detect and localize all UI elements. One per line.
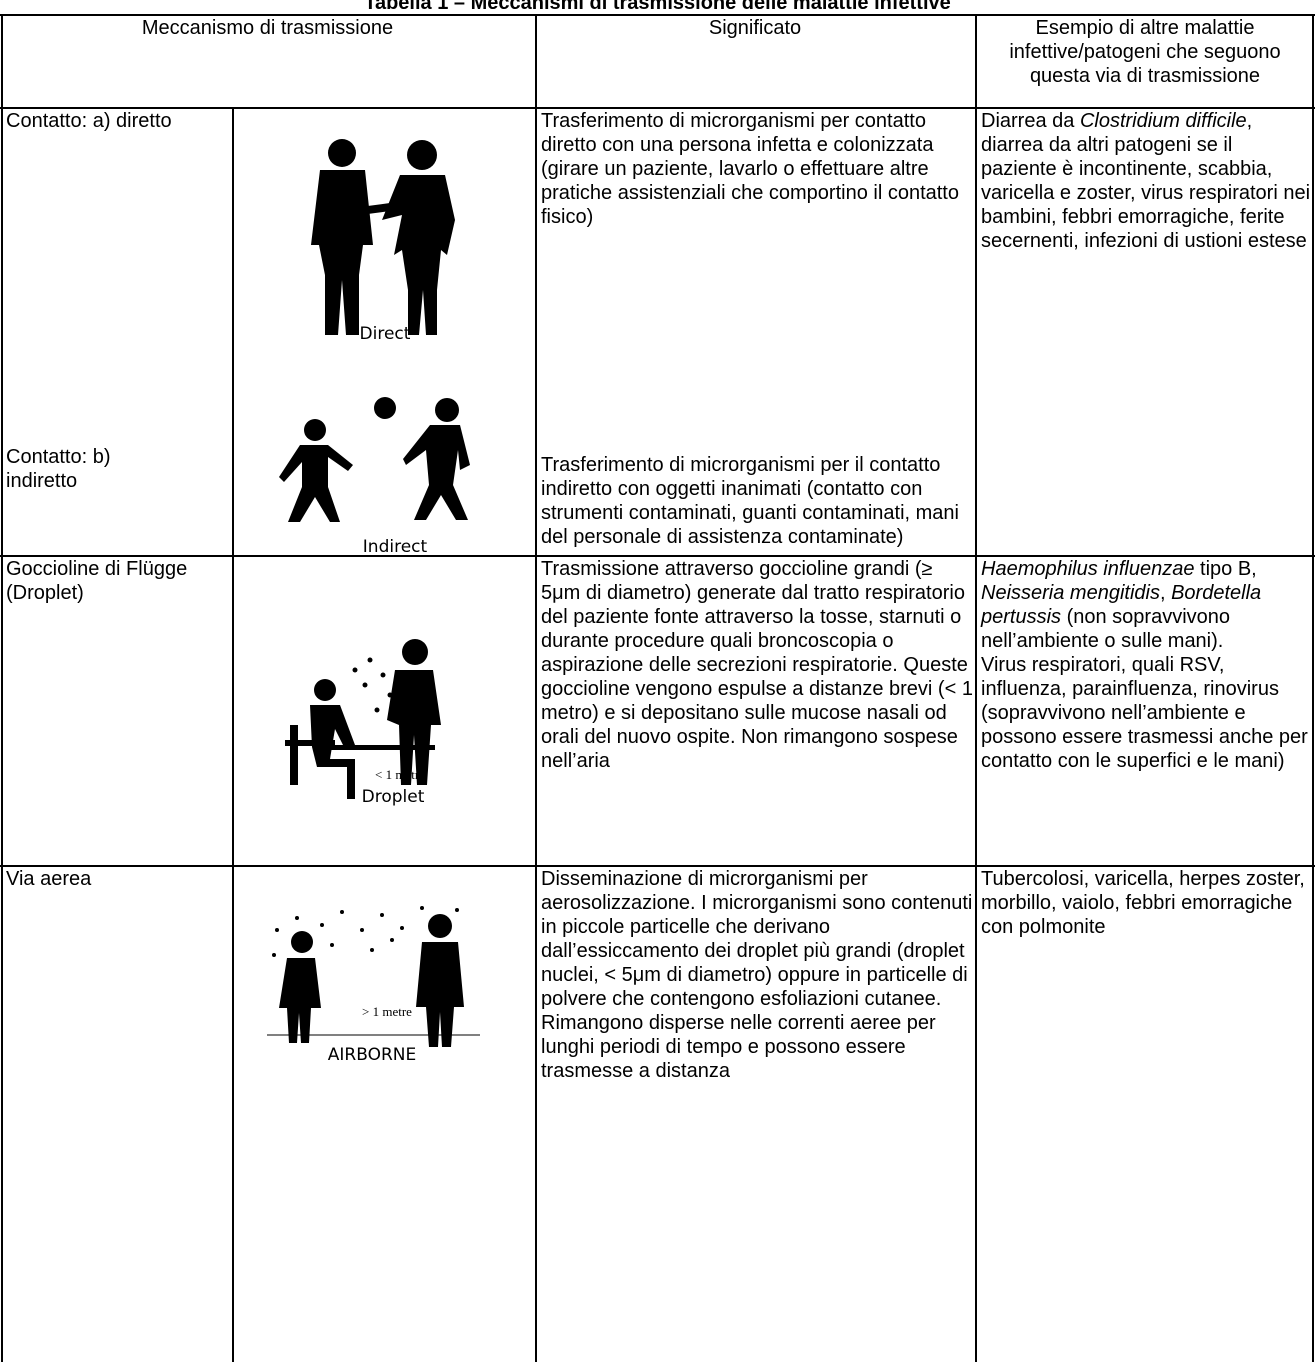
text-run: (non sopravvivono nell’ambiente o sulle … [981,606,1231,652]
rule [0,107,1315,109]
rule [1,14,3,1362]
rule [0,14,1315,16]
figure-airborne: > 1 metre AIRBORNE [267,906,480,1065]
meaning: Trasferimento di microrganismi per conta… [541,110,959,228]
figure-caption: AIRBORNE [328,1045,416,1065]
figure-caption: Direct [360,324,411,344]
text-run: tipo B, [1194,558,1257,580]
header-cell: Meccanismo di trasmissione [141,17,394,39]
text-run: Bordetella pertussis [981,582,1262,628]
figure-indirect: Indirect [279,397,470,557]
figure-caption: Indirect [363,537,428,557]
text-run: Clostridium difficile [1079,110,1247,132]
text-run: , diarrea da altri patogeni se il pazien… [981,110,1311,252]
examples: Haemophilus influenzae tipo B, Neisseria… [981,557,1313,773]
figure-caption: Droplet [362,787,425,807]
examples: Diarrea da Clostridium difficile, diarre… [981,109,1313,253]
examples-paragraph: Virus respiratori, quali RSV, influenza,… [981,653,1313,773]
examples-paragraph: Diarrea da Clostridium difficile, diarre… [981,109,1313,253]
figure-droplet: < 1 metre Droplet [285,639,441,807]
header-cell: Significato [708,17,802,39]
figure-direct: Direct [311,139,455,344]
rule [535,14,537,1362]
header-cell: Esempio di altre malattie infettive/pato… [1009,17,1281,87]
meaning: Trasferimento di microrganismi per il co… [541,454,959,548]
table-title: Tabella 1 – Meccanismi di trasmissione d… [364,0,951,14]
examples: Tubercolosi, varicella, herpes zoster, m… [981,867,1313,939]
mechanism: Contatto: b) indiretto [6,446,111,492]
rule [0,555,1315,557]
mechanism: Contatto: a) diretto [6,110,172,132]
text-run: Virus respiratori, quali RSV, influenza,… [981,654,1308,772]
text-run: Haemophilus influenzae [981,558,1195,580]
mechanism: Via aerea [6,868,92,890]
rule [1312,14,1314,1362]
text-run: Tubercolosi, varicella, herpes zoster, m… [981,868,1305,938]
distance-label: < 1 metre [375,767,425,782]
text-run: Neisseria mengitidis [981,582,1160,604]
examples-paragraph: Haemophilus influenzae tipo B, Neisseria… [981,557,1313,653]
text-run: Diarrea da [981,110,1080,132]
meaning: Disseminazione di microrganismi per aero… [541,868,973,1082]
rule [975,14,977,1362]
text-run: , [1159,582,1172,604]
mechanism: Goccioline di Flügge (Droplet) [6,558,188,604]
examples-paragraph: Tubercolosi, varicella, herpes zoster, m… [981,867,1313,939]
rule [0,865,1315,867]
distance-label: > 1 metre [362,1004,412,1019]
meaning: Trasmissione attraverso goccioline grand… [541,558,973,772]
rule [232,107,234,1362]
